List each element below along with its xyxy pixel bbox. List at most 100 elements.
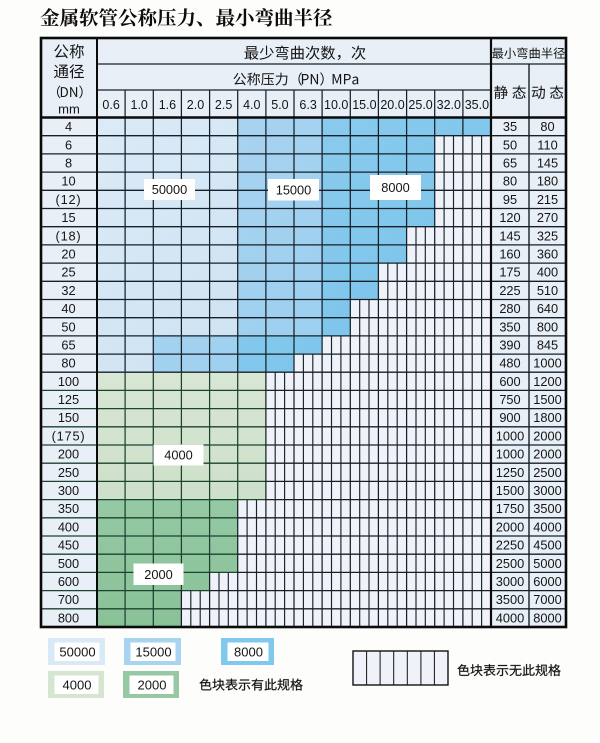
svg-text:80: 80 xyxy=(61,356,75,371)
svg-text:700: 700 xyxy=(58,592,79,607)
svg-text:1250: 1250 xyxy=(496,465,524,480)
svg-text:350: 350 xyxy=(58,501,79,516)
svg-text:3000: 3000 xyxy=(533,483,561,498)
svg-text:2500: 2500 xyxy=(533,465,561,480)
svg-text:4000: 4000 xyxy=(63,677,92,692)
svg-text:8000: 8000 xyxy=(533,610,561,625)
svg-text:7000: 7000 xyxy=(533,592,561,607)
svg-text:50: 50 xyxy=(503,137,517,152)
svg-text:15.0: 15.0 xyxy=(352,98,376,112)
svg-text:510: 510 xyxy=(537,283,558,298)
svg-text:1800: 1800 xyxy=(533,410,561,425)
svg-text:270: 270 xyxy=(537,210,558,225)
svg-text:mm: mm xyxy=(58,102,80,117)
svg-text:800: 800 xyxy=(58,610,79,625)
svg-text:350: 350 xyxy=(499,319,520,334)
svg-text:5000: 5000 xyxy=(533,556,561,571)
svg-text:15: 15 xyxy=(61,210,75,225)
svg-text:80: 80 xyxy=(503,174,517,189)
svg-text:160: 160 xyxy=(499,247,520,262)
svg-text:390: 390 xyxy=(499,338,520,353)
svg-text:32.0: 32.0 xyxy=(437,98,461,112)
svg-text:200: 200 xyxy=(58,447,79,462)
svg-text:2000: 2000 xyxy=(144,567,172,582)
svg-text:(12): (12) xyxy=(56,192,82,207)
svg-text:4000: 4000 xyxy=(496,610,524,625)
svg-text:65: 65 xyxy=(503,156,517,171)
svg-text:65: 65 xyxy=(61,338,75,353)
svg-text:400: 400 xyxy=(537,265,558,280)
svg-text:4000: 4000 xyxy=(533,519,561,534)
svg-text:40: 40 xyxy=(61,301,75,316)
svg-text:80: 80 xyxy=(540,119,554,134)
svg-text:3500: 3500 xyxy=(496,592,524,607)
svg-text:600: 600 xyxy=(499,374,520,389)
svg-text:145: 145 xyxy=(537,156,558,171)
svg-text:1750: 1750 xyxy=(496,501,524,516)
svg-text:0.6: 0.6 xyxy=(102,98,119,112)
svg-text:750: 750 xyxy=(499,392,520,407)
svg-text:25: 25 xyxy=(61,265,75,280)
svg-text:15000: 15000 xyxy=(276,182,312,197)
svg-text:8: 8 xyxy=(65,156,72,171)
svg-text:1.0: 1.0 xyxy=(131,98,148,112)
svg-text:2000: 2000 xyxy=(533,428,561,443)
svg-text:180: 180 xyxy=(537,174,558,189)
svg-text:1500: 1500 xyxy=(496,483,524,498)
svg-text:95: 95 xyxy=(503,192,517,207)
svg-text:6000: 6000 xyxy=(533,574,561,589)
svg-text:450: 450 xyxy=(58,538,79,553)
svg-text:480: 480 xyxy=(499,356,520,371)
svg-text:8000: 8000 xyxy=(234,644,263,659)
svg-text:4.0: 4.0 xyxy=(243,98,260,112)
svg-text:215: 215 xyxy=(537,192,558,207)
svg-text:50000: 50000 xyxy=(152,182,188,197)
svg-text:1.6: 1.6 xyxy=(159,98,176,112)
svg-text:175: 175 xyxy=(499,265,520,280)
svg-text:300: 300 xyxy=(58,483,79,498)
svg-text:120: 120 xyxy=(499,210,520,225)
svg-text:1000: 1000 xyxy=(533,356,561,371)
svg-text:2500: 2500 xyxy=(496,556,524,571)
svg-text:250: 250 xyxy=(58,465,79,480)
svg-text:280: 280 xyxy=(499,301,520,316)
svg-text:325: 325 xyxy=(537,228,558,243)
svg-text:100: 100 xyxy=(58,374,79,389)
svg-text:20: 20 xyxy=(61,247,75,262)
svg-text:(18): (18) xyxy=(56,228,82,243)
svg-text:3500: 3500 xyxy=(533,501,561,516)
svg-text:225: 225 xyxy=(499,283,520,298)
svg-text:8000: 8000 xyxy=(381,180,409,195)
svg-text:1000: 1000 xyxy=(496,447,524,462)
svg-text:4000: 4000 xyxy=(164,448,192,463)
svg-text:600: 600 xyxy=(58,574,79,589)
svg-text:800: 800 xyxy=(537,319,558,334)
svg-text:2000: 2000 xyxy=(533,447,561,462)
svg-text:35.0: 35.0 xyxy=(465,98,489,112)
svg-text:5.0: 5.0 xyxy=(271,98,288,112)
svg-text:15000: 15000 xyxy=(135,644,171,659)
svg-text:845: 845 xyxy=(537,338,558,353)
svg-text:25.0: 25.0 xyxy=(408,98,432,112)
svg-text:50000: 50000 xyxy=(59,644,95,659)
svg-text:125: 125 xyxy=(58,392,79,407)
svg-text:10: 10 xyxy=(61,174,75,189)
svg-text:900: 900 xyxy=(499,410,520,425)
svg-text:2250: 2250 xyxy=(496,538,524,553)
svg-text:1200: 1200 xyxy=(533,374,561,389)
svg-text:2.0: 2.0 xyxy=(187,98,204,112)
svg-text:6: 6 xyxy=(65,137,72,152)
svg-text:3000: 3000 xyxy=(496,574,524,589)
svg-text:50: 50 xyxy=(61,319,75,334)
svg-text:6.3: 6.3 xyxy=(299,98,316,112)
svg-text:(175): (175) xyxy=(52,428,86,443)
svg-text:20.0: 20.0 xyxy=(380,98,404,112)
svg-text:4500: 4500 xyxy=(533,538,561,553)
svg-text:10.0: 10.0 xyxy=(324,98,348,112)
svg-text:35: 35 xyxy=(503,119,517,134)
svg-text:360: 360 xyxy=(537,247,558,262)
svg-text:2000: 2000 xyxy=(496,519,524,534)
svg-text:2000: 2000 xyxy=(138,677,167,692)
svg-text:500: 500 xyxy=(58,556,79,571)
svg-text:32: 32 xyxy=(61,283,75,298)
